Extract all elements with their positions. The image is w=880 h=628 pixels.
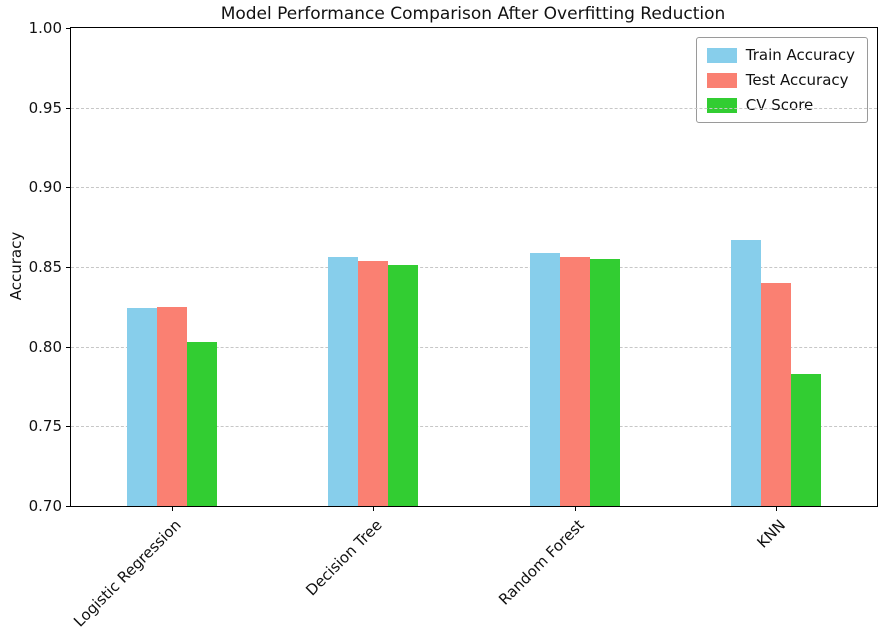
bar-test-accuracy (156, 306, 187, 506)
y-tick-mark (66, 346, 71, 348)
y-tick-label: 0.75 (28, 417, 62, 436)
bar-cv-score (186, 341, 217, 506)
x-tick-mark (776, 506, 778, 511)
legend-label: Train Accuracy (745, 46, 855, 64)
x-tick-mark (373, 506, 375, 511)
legend-swatch (706, 72, 737, 88)
gridline (71, 107, 877, 109)
y-tick-label: 0.90 (28, 178, 62, 197)
y-tick-label: 0.95 (28, 98, 62, 117)
bar-train-accuracy (328, 257, 359, 506)
y-tick-label: 0.80 (28, 337, 62, 356)
legend-entry: Test Accuracy (706, 71, 855, 89)
gridline (71, 426, 877, 428)
x-tick-label: Random Forest (494, 516, 588, 609)
bar-cv-score (589, 259, 620, 506)
legend: Train Accuracy Test Accuracy CV Score (695, 37, 868, 123)
bar-train-accuracy (529, 252, 560, 506)
chart-title: Model Performance Comparison After Overf… (220, 4, 726, 24)
x-tick-mark (574, 506, 576, 511)
plot-area: Train Accuracy Test Accuracy CV Score 0.70… (29, 19, 878, 628)
legend-entry: CV Score (706, 96, 855, 114)
bar-test-accuracy (559, 257, 590, 506)
y-tick-mark (66, 187, 71, 189)
y-tick-label: 0.85 (28, 258, 62, 276)
bar-train-accuracy (731, 239, 762, 506)
y-tick-label: 0.70 (28, 497, 62, 515)
x-tick-label: Logistic Regression (70, 516, 185, 628)
y-tick-mark (66, 28, 71, 29)
legend-swatch (706, 47, 737, 63)
x-tick-mark (171, 506, 173, 511)
y-tick-mark (66, 506, 71, 507)
x-tick-label: Decision Tree (302, 516, 386, 600)
gridline (71, 267, 877, 268)
y-tick-mark (66, 267, 71, 268)
y-axis-label: Accuracy (7, 231, 25, 301)
bar-test-accuracy (358, 260, 389, 506)
y-tick-mark (66, 107, 71, 109)
legend-entry: Train Accuracy (706, 46, 855, 64)
y-tick-label: 1.00 (28, 19, 62, 37)
bar-test-accuracy (761, 282, 792, 506)
bar-train-accuracy (126, 308, 157, 506)
x-tick-label: KNN (753, 516, 789, 552)
gridline (71, 346, 877, 348)
bar-cv-score (791, 373, 822, 506)
legend-label: CV Score (745, 96, 814, 114)
y-tick-mark (66, 426, 71, 428)
legend-swatch (706, 97, 737, 113)
bar-cv-score (388, 265, 419, 506)
legend-label: Test Accuracy (745, 71, 849, 89)
gridline (71, 187, 877, 189)
